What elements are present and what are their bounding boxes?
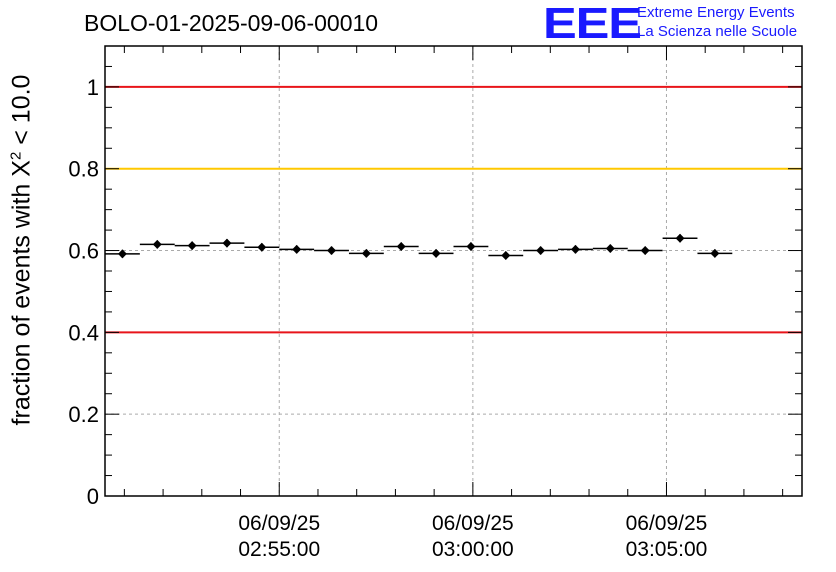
eee-logo-text: Extreme Energy Events La Scienza nelle S… bbox=[637, 3, 797, 41]
data-point-14 bbox=[605, 244, 615, 253]
data-point-1 bbox=[152, 239, 162, 249]
y-tick-label-4: 0.8 bbox=[68, 157, 99, 182]
data-point-11 bbox=[501, 250, 511, 260]
logo-line-2: La Scienza nelle Scuole bbox=[637, 23, 798, 40]
data-point-10 bbox=[466, 241, 476, 251]
data-point-4 bbox=[257, 242, 267, 252]
x-tick-label-date-2: 06/09/25 bbox=[626, 512, 708, 535]
data-point-16 bbox=[675, 233, 685, 243]
y-tick-label-0: 0 bbox=[87, 484, 99, 509]
x-tick-label-time-1: 03:00:00 bbox=[432, 538, 514, 561]
data-point-2 bbox=[187, 241, 197, 251]
data-point-8 bbox=[396, 241, 406, 251]
data-point-12 bbox=[536, 246, 546, 256]
chart-title: BOLO-01-2025-09-06-00010 bbox=[84, 10, 379, 36]
y-tick-label-1: 0.2 bbox=[68, 402, 99, 427]
plot-frame bbox=[104, 45, 803, 497]
x-tick-label-time-2: 03:05:00 bbox=[626, 538, 708, 561]
data-point-0 bbox=[117, 249, 127, 259]
data-point-3 bbox=[222, 238, 232, 248]
y-tick-label-3: 0.6 bbox=[68, 239, 99, 264]
data-point-9 bbox=[431, 248, 441, 258]
data-point-7 bbox=[361, 248, 371, 258]
data-point-15 bbox=[640, 246, 650, 256]
logo-line-1: Extreme Energy Events bbox=[637, 4, 795, 21]
data-point-13 bbox=[570, 244, 580, 254]
x-tick-label-date-1: 06/09/25 bbox=[432, 512, 514, 535]
data-point-5 bbox=[292, 244, 302, 254]
x-tick-label-date-0: 06/09/25 bbox=[238, 512, 320, 535]
data-point-17 bbox=[710, 248, 720, 258]
data-point-6 bbox=[327, 246, 337, 256]
eee-logo-mark: EEE bbox=[543, 0, 642, 48]
x-tick-label-time-0: 02:55:00 bbox=[238, 538, 320, 561]
y-tick-label-5: 1 bbox=[87, 75, 99, 100]
y-tick-label-2: 0.4 bbox=[68, 320, 99, 345]
